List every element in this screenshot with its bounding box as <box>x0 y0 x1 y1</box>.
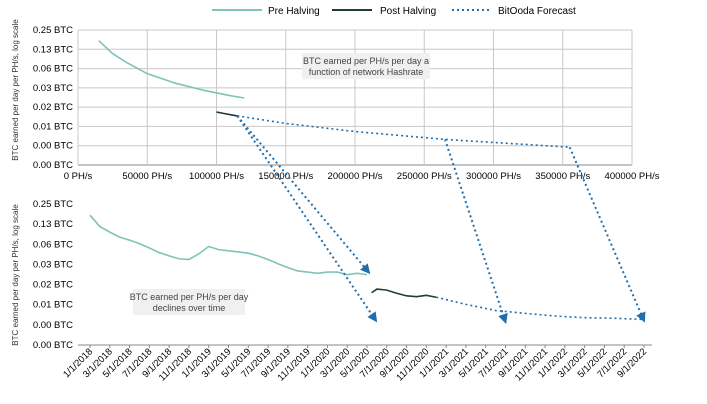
top-x-tick-label: 200000 PH/s <box>328 171 383 182</box>
top-x-tick-label: 150000 PH/s <box>258 171 313 182</box>
bottom-y-tick-label: 0.25 BTC <box>33 199 73 210</box>
bottom-annotation-line-2: declines over time <box>153 303 226 313</box>
bottom-y-tick-label: 0.01 BTC <box>33 300 73 311</box>
top-y-tick-label: 0.02 BTC <box>33 102 73 113</box>
hashrate-chart: 0.25 BTC 0.13 BTC 0.06 BTC 0.03 BTC 0.02 BTC… <box>11 19 660 182</box>
top-series-line <box>237 115 570 149</box>
top-annotation-line-2: function of network Hashrate <box>309 67 424 77</box>
connector-arrow <box>236 115 371 275</box>
bottom-annotation-line-1: BTC earned per PH/s per day <box>130 292 249 302</box>
bottom-y-tick-label: 0.02 BTC <box>33 280 73 291</box>
connector-arrow <box>236 115 378 323</box>
bottom-series-line <box>436 296 645 321</box>
bottom-y-axis-label: BTC earned per day per PH/s, log scale <box>11 204 20 346</box>
top-y-axis-label: BTC earned per day per PH/s, log scale <box>11 19 20 161</box>
top-y-tick-label: 0.00 BTC <box>33 141 73 152</box>
top-y-tick-label: 0.03 BTC <box>33 83 73 94</box>
top-x-tick-label: 300000 PH/s <box>466 171 521 182</box>
connector-arrow <box>568 146 646 323</box>
top-x-tick-label: 400000 PH/s <box>605 171 660 182</box>
bottom-y-tick-label: 0.13 BTC <box>33 219 73 230</box>
connector-arrow <box>444 139 508 324</box>
top-y-tick-label: 0.00 BTC <box>33 160 73 171</box>
bottom-y-tick-label: 0.03 BTC <box>33 259 73 270</box>
top-x-tick-label: 100000 PH/s <box>189 171 244 182</box>
top-y-tick-label: 0.01 BTC <box>33 121 73 132</box>
top-annotation-box: BTC earned per PH/s per day a function o… <box>302 53 430 79</box>
legend-label-post-halving: Post Halving <box>380 6 436 17</box>
bottom-series-line <box>371 288 437 299</box>
bottom-y-tick-label: 0.06 BTC <box>33 239 73 250</box>
top-x-tick-label: 250000 PH/s <box>397 171 452 182</box>
legend-label-forecast: BitOoda Forecast <box>498 6 576 17</box>
top-x-tick-label: 50000 PH/s <box>122 171 172 182</box>
top-x-tick-label: 0 PH/s <box>64 171 93 182</box>
top-y-tick-label: 0.13 BTC <box>33 44 73 55</box>
bottom-y-tick-label: 0.00 BTC <box>33 320 73 331</box>
connector-arrows <box>236 115 646 324</box>
top-x-tick-label: 350000 PH/s <box>535 171 590 182</box>
top-series-line <box>98 40 245 99</box>
legend-label-pre-halving: Pre Halving <box>268 6 320 17</box>
top-series-line <box>216 111 238 117</box>
top-annotation-line-1: BTC earned per PH/s per day a <box>303 56 429 66</box>
top-y-tick-label: 0.25 BTC <box>33 25 73 36</box>
bottom-series-line <box>89 214 368 276</box>
top-y-tick-label: 0.06 BTC <box>33 64 73 75</box>
bottom-y-tick-label: 0.00 BTC <box>33 340 73 351</box>
chart-legend: Pre Halving Post Halving BitOoda Forecas… <box>212 6 576 17</box>
bottom-annotation-box: BTC earned per PH/s per day declines ove… <box>130 289 249 315</box>
